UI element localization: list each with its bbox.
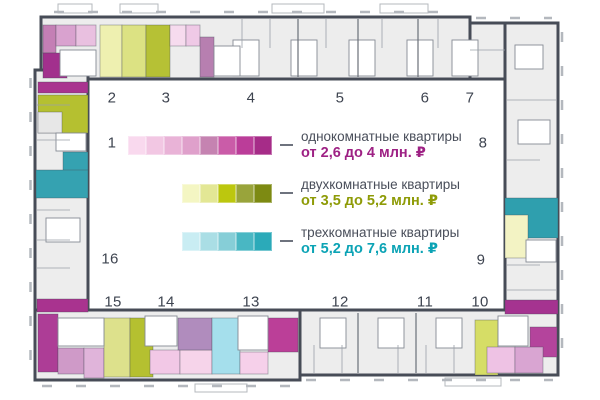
apartment-unit[interactable] [267,317,299,353]
apartment-unit[interactable] [75,24,97,47]
color-swatch [236,135,254,155]
legend-title-1room: однокомнатные квартиры [301,129,462,144]
apartment-unit[interactable] [145,24,171,78]
apartment-unit[interactable] [504,299,559,315]
color-swatch [218,231,236,251]
apartment-unit[interactable] [121,24,147,78]
section-number-3: 3 [161,89,171,107]
apartment-unit[interactable] [37,313,59,373]
section-number-2: 2 [107,89,117,107]
color-swatch [146,135,164,155]
apartment-unit[interactable] [35,169,89,199]
section-number-11: 11 [416,293,434,311]
color-swatch [254,231,272,251]
balcony-outlines [57,3,502,393]
one-room-gradient-swatches [128,135,272,155]
apartment-unit[interactable] [514,346,544,374]
stair-cores [45,39,557,351]
color-swatch [200,231,218,251]
apartment-unit[interactable] [239,351,269,375]
legend-title-2room: двухкомнатные квартиры [301,177,460,192]
section-number-4: 4 [246,89,256,107]
apartment-unit[interactable] [177,317,213,351]
color-swatch [254,183,272,203]
legend-row-2room: двухкомнатные квартиры от 3,5 до 5,2 млн… [182,177,460,209]
color-swatch [218,183,236,203]
apartment-unit[interactable] [55,24,77,47]
legend-dash-icon [280,192,293,195]
color-swatch [218,135,236,155]
section-number-13: 13 [242,293,260,311]
apartment-unit[interactable] [37,81,89,94]
section-number-15: 15 [104,293,122,311]
section-number-8: 8 [478,134,488,152]
color-swatch [164,135,182,155]
legend-title-3room: трехкомнатные квартиры [301,225,460,240]
apartment-unit[interactable] [149,349,181,375]
apartment-unit[interactable] [211,317,241,375]
legend-price-3room: от 5,2 до 7,6 млн. ₽ [301,241,438,258]
apartment-unit[interactable] [169,24,187,47]
color-swatch [182,183,200,203]
color-swatch [254,135,272,155]
window-ticks [29,10,564,388]
apartment-unit[interactable] [185,24,201,47]
color-swatch [128,135,146,155]
legend-price-1room: от 2,6 до 4 млн. ₽ [301,145,426,162]
apartment-unit[interactable] [103,317,131,378]
two-room-gradient-swatches [182,183,272,203]
three-room-gradient-swatches [182,231,272,251]
legend-row-3room: трехкомнатные квартиры от 5,2 до 7,6 млн… [182,225,459,257]
apartment-unit[interactable] [42,24,57,54]
color-swatch [200,135,218,155]
color-swatch [200,183,218,203]
apartment-unit[interactable] [37,111,63,134]
section-number-14: 14 [157,293,175,311]
legend-dash-icon [280,240,293,243]
apartment-unit[interactable] [36,298,89,313]
apartment-units-layer [35,24,559,379]
color-swatch [182,135,200,155]
section-number-12: 12 [331,293,349,311]
apartment-unit[interactable] [62,151,89,173]
legend-dash-icon [280,144,293,147]
apartment-unit[interactable] [99,24,123,78]
apartment-unit[interactable] [83,347,105,379]
apartment-unit[interactable] [179,349,213,375]
apartment-unit[interactable] [486,346,516,374]
color-swatch [236,231,254,251]
section-number-5: 5 [335,89,345,107]
legend-row-1room: однокомнатные квартиры от 2,6 до 4 млн. … [128,129,462,161]
section-number-7: 7 [465,89,475,107]
color-swatch [236,183,254,203]
apartment-unit[interactable] [57,347,85,375]
legend-price-2room: от 3,5 до 5,2 млн. ₽ [301,193,438,210]
apartment-unit[interactable] [504,214,529,259]
section-number-16: 16 [101,250,119,268]
section-number-10: 10 [471,293,489,311]
section-number-9: 9 [476,251,486,269]
interior-walls [37,19,556,373]
section-number-1: 1 [107,134,117,152]
apartment-unit[interactable] [199,36,215,78]
courtyard [86,77,507,312]
color-swatch [182,231,200,251]
section-number-6: 6 [420,89,430,107]
